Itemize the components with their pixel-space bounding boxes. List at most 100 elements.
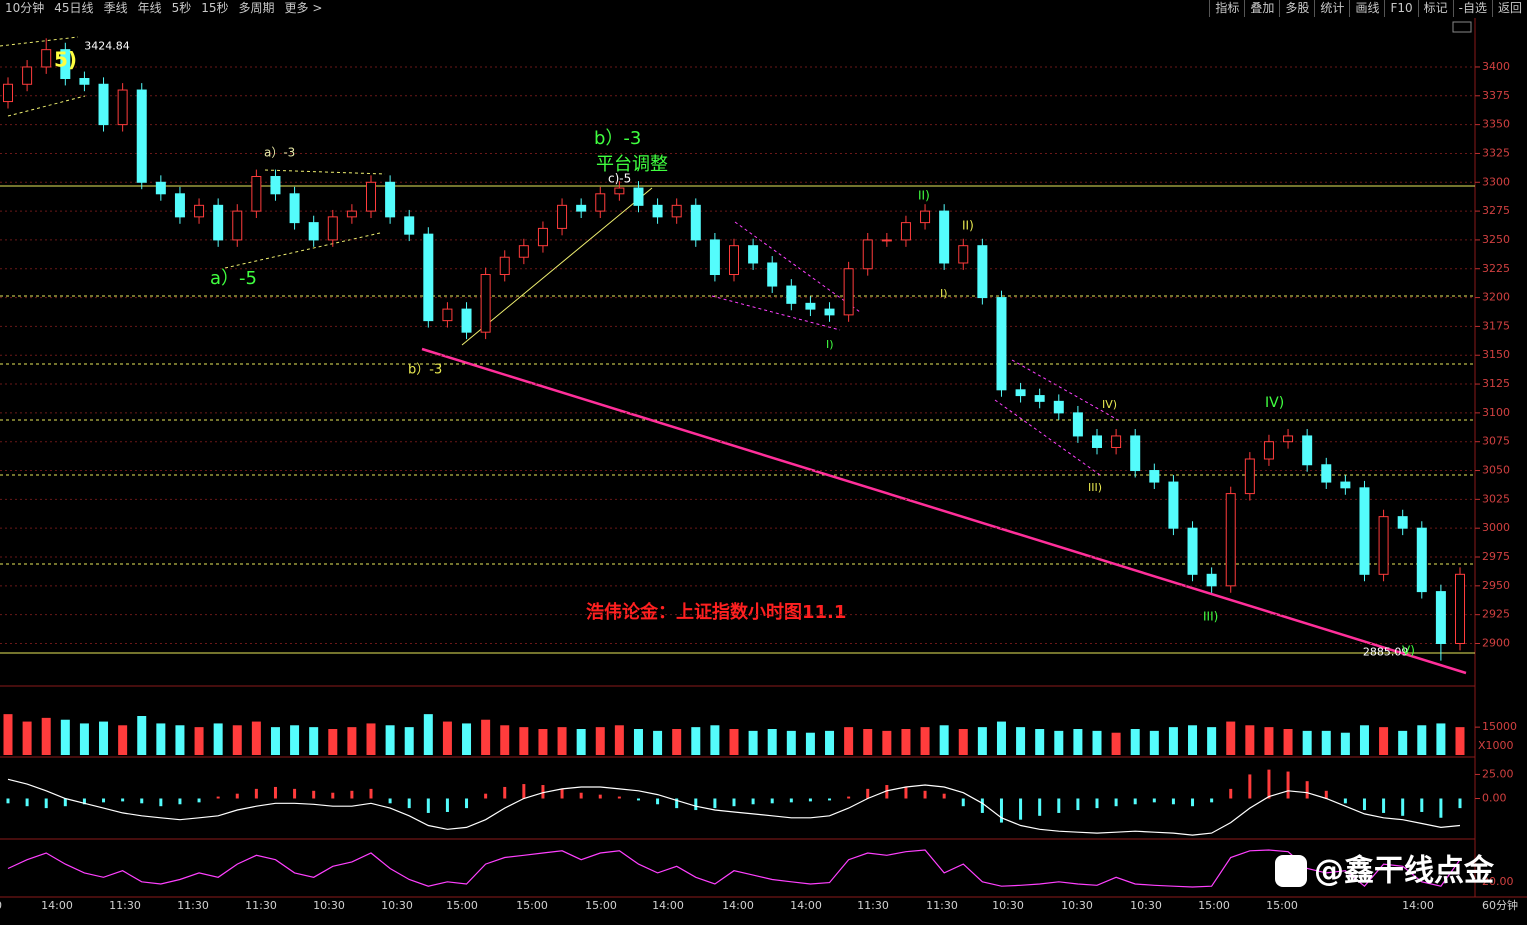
volume-bar (232, 725, 242, 755)
candle-body (709, 239, 720, 276)
x-tick-label: 11:30 (109, 899, 141, 912)
wave-label: II) (962, 219, 974, 233)
volume-bar (1035, 729, 1045, 755)
candle-body (1130, 435, 1141, 472)
toolbar-item[interactable]: 多周期 (238, 1, 275, 15)
wave-label: IV) (1102, 398, 1117, 411)
volume-bar (805, 732, 815, 755)
toolbar-item[interactable]: 45日线 (54, 1, 94, 15)
candle-body (499, 256, 510, 276)
volume-bar (939, 725, 949, 755)
volume-bar (1417, 725, 1427, 755)
candle-body (1416, 527, 1427, 593)
toolbar-item[interactable]: F10 (1384, 0, 1417, 17)
y-tick-label: 15000 (1482, 720, 1517, 733)
toolbar: 10分钟 45日线 季线 年线 5秒 15秒 多周期 更多 > 指标 叠加 多股 统计 画线 F10 标记 -… (0, 0, 1527, 17)
volume-bar (213, 723, 223, 755)
candle-body (1321, 464, 1332, 483)
y-tick-label: 3350 (1482, 118, 1510, 131)
volume-bar (270, 727, 280, 755)
volume-bar (79, 723, 89, 755)
wave-label: III) (1088, 481, 1102, 494)
channel-line (711, 295, 841, 331)
volume-bar (41, 717, 51, 755)
candle-body (1378, 516, 1389, 575)
x-tick-label: 15:00 (516, 899, 548, 912)
volume-bar (60, 719, 70, 755)
volume-bar (1321, 730, 1331, 755)
volume-bar (442, 721, 452, 755)
volume-bar (328, 729, 338, 755)
candle-body (767, 262, 778, 287)
candle-body (213, 204, 224, 241)
candle-body (1053, 400, 1064, 414)
volume-bar (767, 729, 777, 755)
candle-body (480, 274, 491, 333)
toolbar-item[interactable]: 返回 (1491, 0, 1527, 17)
candle-body (1206, 573, 1217, 587)
toolbar-item[interactable]: 15秒 (201, 1, 229, 15)
candle-body (79, 77, 90, 85)
candle-body (595, 193, 606, 212)
toolbar-item[interactable]: 10分钟 (5, 1, 45, 15)
toolbar-item[interactable]: 年线 (137, 1, 162, 15)
toolbar-item[interactable]: -自选 (1452, 0, 1492, 17)
volume-bar (1111, 732, 1121, 755)
volume-bar (519, 727, 529, 755)
macd-line (7, 778, 1461, 836)
y-tick-label: 3250 (1482, 233, 1510, 246)
candle-body (98, 83, 109, 126)
chart-title: 浩伟论金：上证指数小时图11.1 (586, 601, 846, 623)
channel-line (994, 399, 1101, 476)
y-tick-label: 3225 (1482, 262, 1510, 275)
volume-bar (1073, 729, 1083, 755)
y-tick-label: 3025 (1482, 492, 1510, 505)
candle-body (1111, 435, 1122, 448)
x-tick-label: 14:00 (1402, 899, 1434, 912)
toolbar-item[interactable]: 更多 > (284, 1, 323, 15)
volume-bar (595, 727, 605, 755)
candle-body (1359, 487, 1370, 575)
toolbar-item[interactable]: 画线 (1349, 0, 1384, 17)
watermark: @鑫干线点金 (1314, 854, 1495, 889)
volume-bar (137, 716, 147, 755)
x-tick-label: 15:00 (585, 899, 617, 912)
wave-label: IV) (1265, 395, 1284, 411)
candle-body (805, 302, 816, 310)
volume-bar (710, 725, 720, 755)
trend-line (461, 187, 653, 346)
candle-body (1072, 412, 1083, 437)
volume-bar (1188, 725, 1198, 755)
y-tick-label: 3000 (1482, 521, 1510, 534)
volume-bar (1302, 730, 1312, 755)
toolbar-item[interactable]: 叠加 (1244, 0, 1279, 17)
toolbar-item[interactable]: 统计 (1314, 0, 1349, 17)
toolbar-item[interactable]: 多股 (1279, 0, 1314, 17)
volume-bar (99, 721, 109, 755)
candle-body (1092, 435, 1102, 448)
candle-body (155, 181, 166, 195)
volume-bar (748, 730, 758, 755)
volume-bar (633, 729, 643, 755)
volume-bar (901, 729, 911, 755)
volume-bar (1149, 730, 1159, 755)
volume-bar (1130, 729, 1140, 755)
candle-body (327, 216, 338, 241)
trend-line (421, 347, 1467, 675)
toolbar-item[interactable]: 标记 (1417, 0, 1453, 17)
candle-body (786, 285, 797, 304)
volume-bar (118, 725, 128, 755)
low-label: 2885.09 (1363, 646, 1409, 659)
candle-body (423, 233, 434, 322)
toolbar-item[interactable]: 季线 (103, 1, 128, 15)
high-label: 3424.84 (84, 39, 130, 52)
volume-bar (672, 729, 682, 755)
y-tick-label: 3200 (1482, 291, 1510, 304)
toolbar-item[interactable]: 指标 (1209, 0, 1244, 17)
volume-bar (423, 714, 433, 755)
candle-body (461, 308, 472, 333)
candle-body (977, 245, 988, 299)
candle-body (308, 222, 319, 241)
channel-line (0, 36, 79, 47)
toolbar-item[interactable]: 5秒 (171, 1, 192, 15)
